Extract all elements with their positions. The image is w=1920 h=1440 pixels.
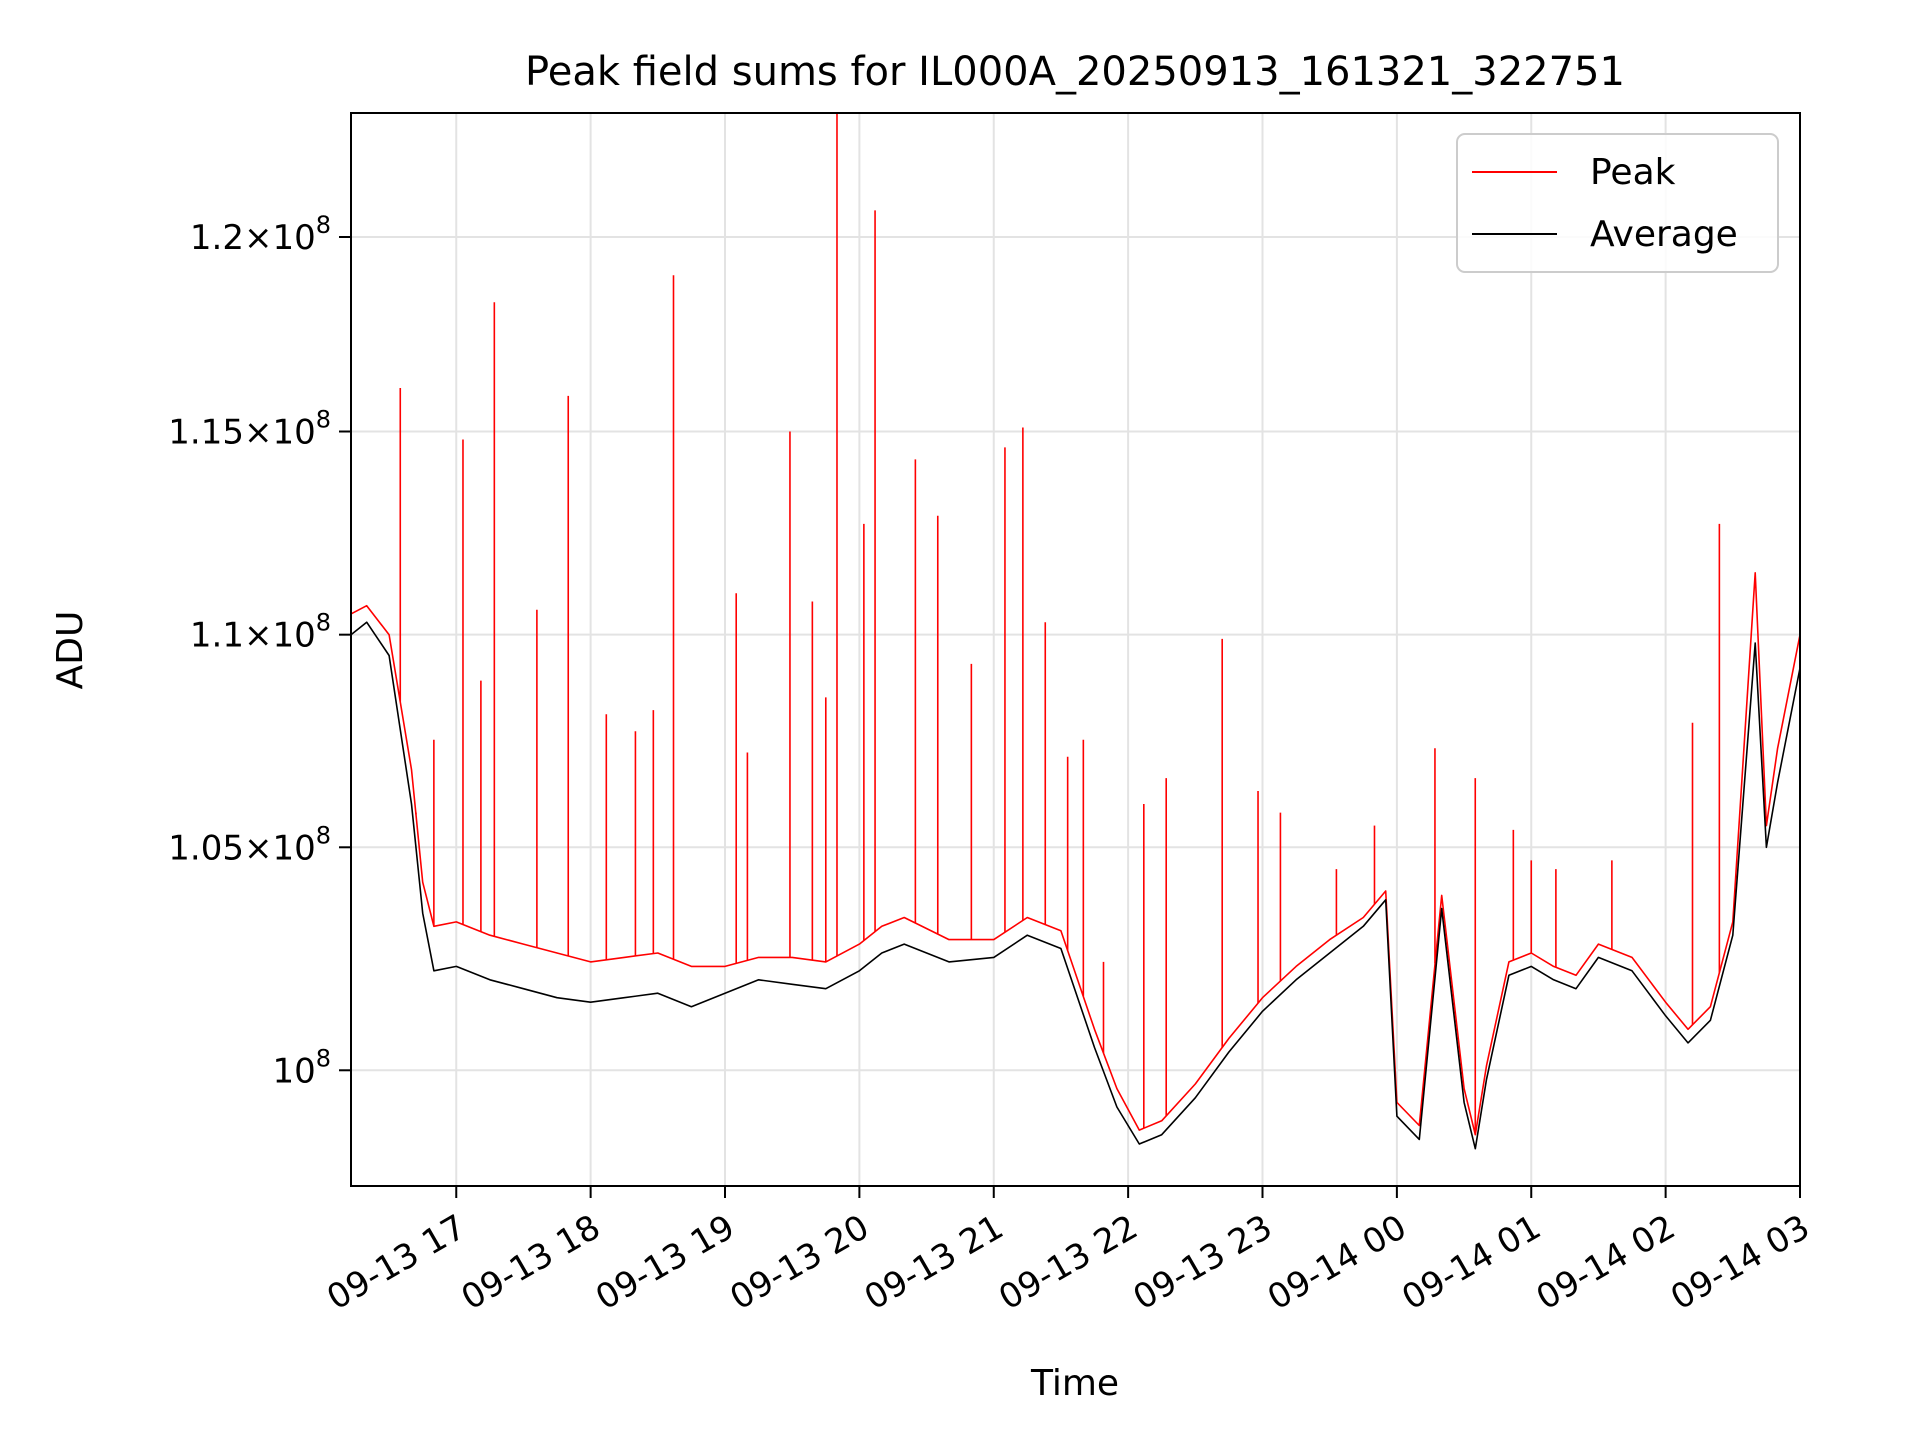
legend: Peak Average (1456, 133, 1779, 273)
legend-label-peak: Peak (1590, 152, 1676, 193)
plot-area-frame (350, 112, 1801, 1187)
y-axis-ticks: 108 1.05×108 1.1×108 1.15×108 1.2×108 (168, 211, 351, 1091)
y-tick-label: 1.2×108 (190, 211, 331, 258)
legend-label-average: Average (1590, 214, 1738, 255)
y-tick-label: 108 (272, 1044, 331, 1091)
series-layer (350, 113, 1801, 1150)
y-tick-label: 1.05×108 (168, 821, 331, 868)
y-tick-label: 1.1×108 (190, 609, 331, 656)
y-axis-label: ADU (50, 611, 91, 690)
y-tick-label: 1.15×108 (168, 406, 331, 453)
series-line-average (350, 621, 1801, 1150)
legend-box (1456, 133, 1779, 273)
series-line-peak (350, 572, 1801, 1136)
x-axis-label: Time (1030, 1363, 1119, 1404)
chart-title: Peak field sums for IL000A_20250913_1613… (525, 49, 1625, 95)
